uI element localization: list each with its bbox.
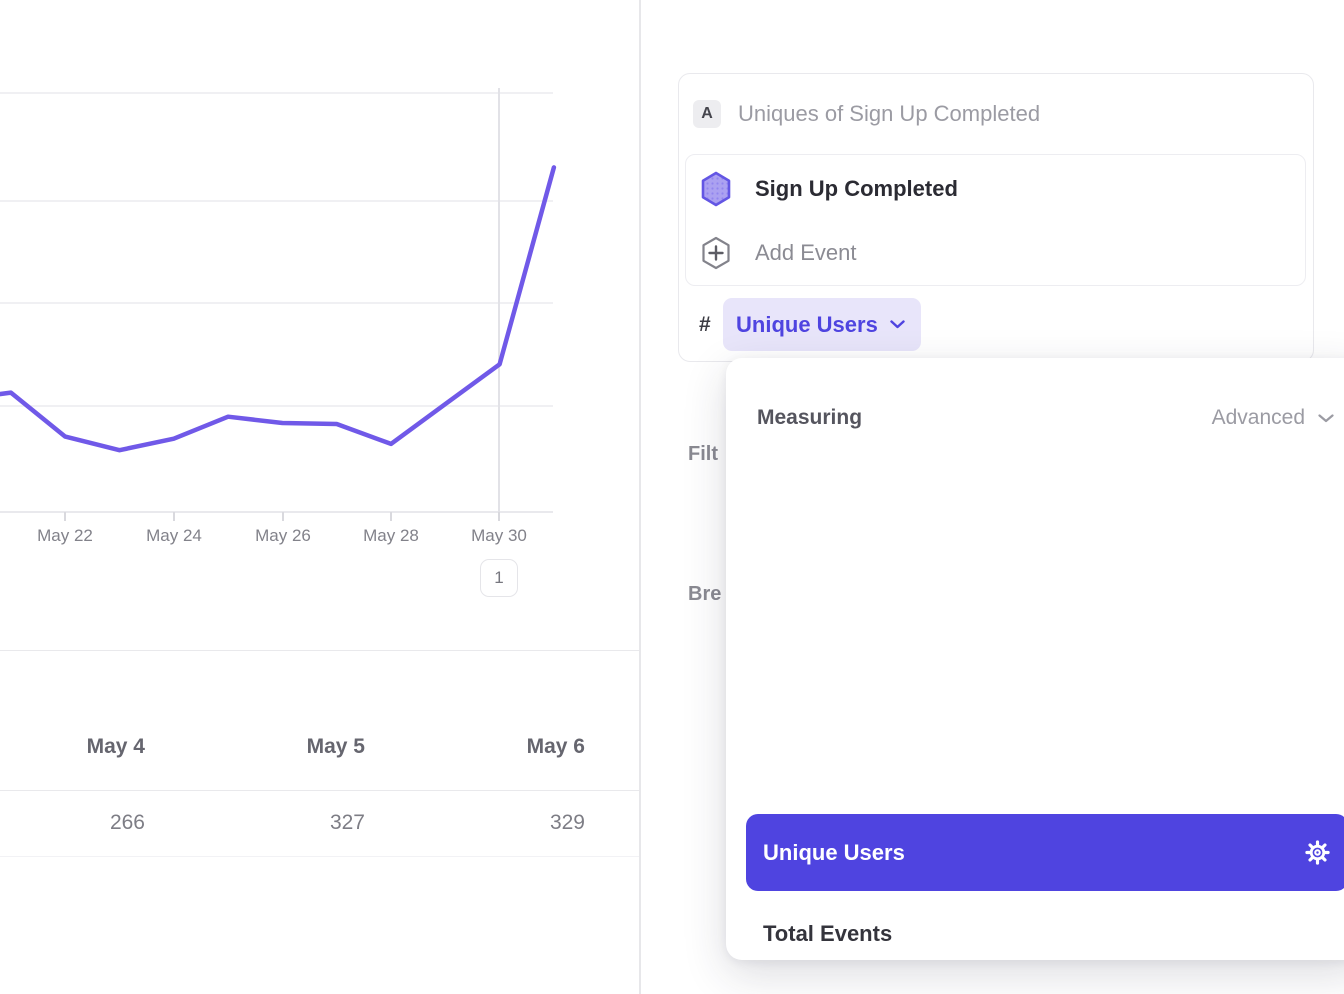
series-letter-badge: A bbox=[693, 100, 721, 128]
breakdowns-section-label: Bre bbox=[688, 583, 722, 605]
x-tick-label: May 30 bbox=[471, 526, 527, 545]
metric-header: A Uniques of Sign Up Completed bbox=[693, 100, 1040, 128]
menu-item-label: Unique Users bbox=[763, 839, 905, 865]
line-chart bbox=[0, 88, 557, 521]
gear-icon[interactable] bbox=[1304, 839, 1331, 866]
table-value-cell: 327 bbox=[329, 811, 365, 834]
menu-item-label: Total Events bbox=[763, 921, 893, 946]
add-event-label: Add Event bbox=[755, 240, 857, 265]
chart-panel: May 22 May 24 May 26 May 28 May 30 1 May… bbox=[0, 0, 639, 994]
query-builder-panel: A Uniques of Sign Up Completed bbox=[641, 0, 1344, 994]
measurement-selector-pill[interactable]: Unique Users bbox=[723, 298, 921, 351]
chevron-down-icon bbox=[1318, 413, 1334, 423]
menu-item-unique-users[interactable]: Unique Users bbox=[746, 814, 1344, 891]
metric-title: Uniques of Sign Up Completed bbox=[738, 101, 1041, 126]
pagination-page-button[interactable]: 1 bbox=[480, 559, 518, 597]
menu-item-total-events[interactable]: Total Events bbox=[757, 895, 1334, 973]
table-row-divider bbox=[0, 856, 639, 857]
x-tick-label: May 24 bbox=[146, 526, 202, 545]
x-tick-label: May 28 bbox=[363, 526, 419, 545]
table-value-cell: 329 bbox=[549, 811, 585, 834]
table-column-header: May 5 bbox=[306, 735, 365, 758]
table-header-divider bbox=[0, 790, 639, 791]
event-list-card: Sign Up Completed Add Event bbox=[685, 154, 1306, 286]
event-row-sign-up-completed[interactable]: Sign Up Completed bbox=[700, 171, 958, 207]
filters-section-label: Filt bbox=[688, 443, 718, 465]
event-name: Sign Up Completed bbox=[755, 176, 958, 201]
measuring-menu-header: Measuring Advanced bbox=[757, 394, 1334, 442]
panel-divider bbox=[639, 0, 641, 994]
measuring-label: Measuring bbox=[757, 406, 863, 429]
measuring-dropdown-menu: Measuring Advanced Unique Users bbox=[726, 358, 1344, 960]
advanced-mode-selector[interactable]: Advanced bbox=[1212, 406, 1334, 430]
trend-line bbox=[0, 165, 557, 453]
metric-query-card: A Uniques of Sign Up Completed bbox=[678, 73, 1314, 362]
add-event-button[interactable]: Add Event bbox=[700, 235, 857, 271]
event-hexagon-icon bbox=[700, 171, 732, 207]
table-column-header: May 6 bbox=[526, 735, 585, 758]
menu-item-total-sessions[interactable]: Total Sessions bbox=[757, 975, 1334, 994]
advanced-label: Advanced bbox=[1211, 406, 1305, 429]
table-top-border bbox=[0, 650, 639, 651]
x-tick-label: May 26 bbox=[255, 526, 311, 545]
chevron-down-icon bbox=[890, 320, 905, 329]
count-hash-symbol: # bbox=[699, 312, 711, 336]
measurement-pill-label: Unique Users bbox=[736, 311, 878, 337]
x-tick-label: May 22 bbox=[37, 526, 93, 545]
measurement-row: # Unique Users bbox=[699, 298, 921, 351]
table-column-header: May 4 bbox=[86, 735, 145, 758]
add-event-hexagon-plus-icon bbox=[700, 235, 732, 271]
table-value-cell: 266 bbox=[109, 811, 145, 834]
